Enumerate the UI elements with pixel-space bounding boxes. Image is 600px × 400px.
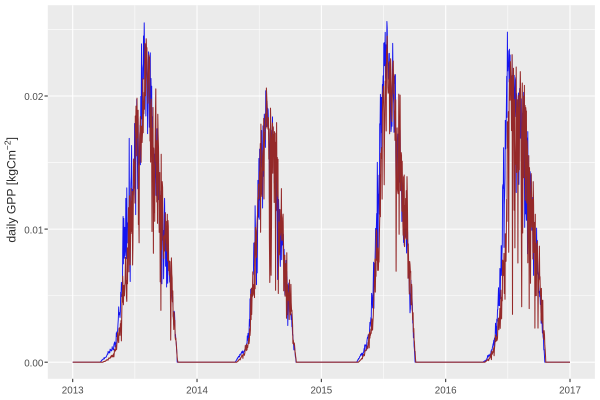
svg-text:2016: 2016 [435, 385, 457, 396]
svg-text:2015: 2015 [310, 385, 332, 396]
svg-text:0.01: 0.01 [24, 225, 43, 236]
svg-text:0.02: 0.02 [24, 92, 43, 103]
svg-text:0.00: 0.00 [24, 358, 44, 369]
svg-text:2013: 2013 [62, 385, 84, 396]
svg-text:2017: 2017 [559, 385, 581, 396]
svg-text:daily GPP [kgCm−2]: daily GPP [kgCm−2] [3, 137, 19, 243]
svg-text:2014: 2014 [186, 385, 208, 396]
